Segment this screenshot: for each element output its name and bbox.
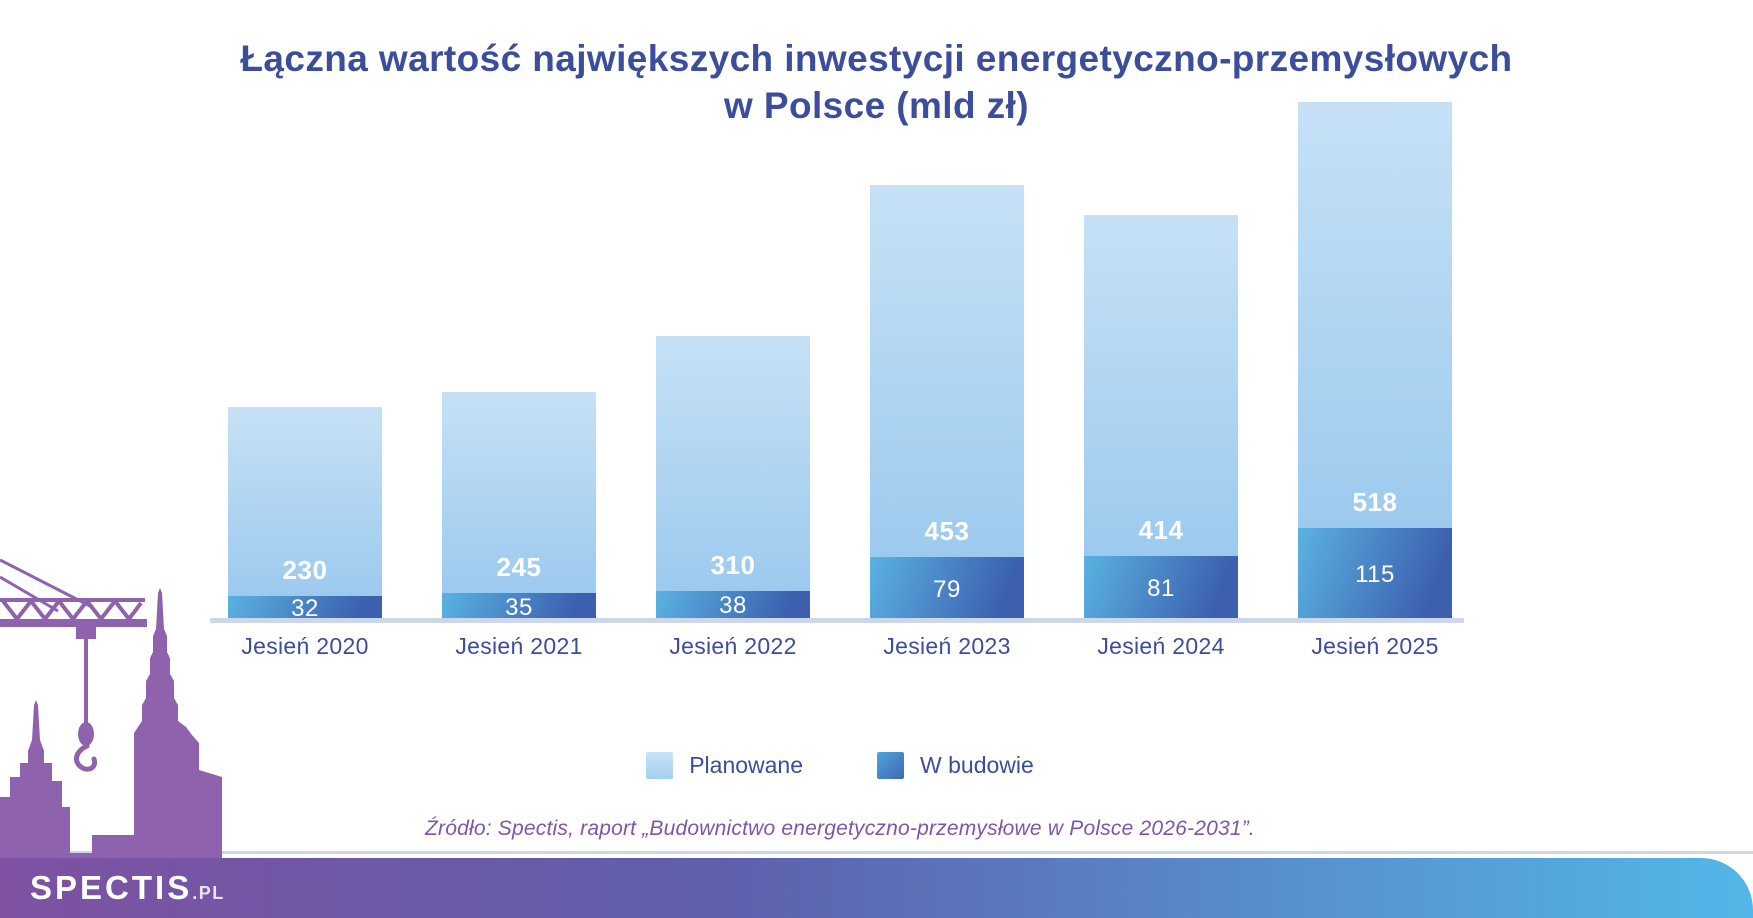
- bar-segment-w-budowie: 81: [1084, 555, 1238, 622]
- bar-value-planowane: 245: [496, 552, 542, 583]
- bar-group: 310 38: [656, 336, 810, 622]
- crane-jib-lattice-icon: [1, 597, 143, 623]
- chart-title-line2: w Polsce (mld zł): [724, 84, 1029, 126]
- bar-value-planowane: 518: [1352, 486, 1398, 517]
- chart-title: Łączna wartość największych inwestycji e…: [0, 36, 1753, 129]
- crane-jib-icon: [0, 619, 147, 627]
- legend-label-w-budowie: W budowie: [920, 752, 1034, 778]
- bar-value-w-budowie: 81: [1147, 574, 1175, 602]
- bar-segment-planowane: 230: [228, 406, 382, 596]
- bar-segment-planowane: 310: [656, 336, 810, 591]
- bar-value-planowane: 230: [282, 554, 328, 585]
- bar-segment-planowane: 245: [442, 391, 596, 594]
- footer-bar: SPECTIS .PL: [0, 858, 1753, 918]
- footer-divider-line: [0, 851, 1753, 854]
- bar-segment-planowane: 518: [1298, 102, 1452, 528]
- x-axis-label: Jesień 2022: [669, 633, 797, 659]
- x-axis-label: Jesień 2020: [241, 633, 369, 659]
- crane-hook-icon: [74, 743, 98, 772]
- legend-item-planowane: Planowane: [646, 752, 803, 779]
- legend-swatch-planowane: [646, 752, 674, 779]
- x-axis-label: Jesień 2023: [883, 633, 1011, 659]
- crane-jib-icon: [0, 598, 145, 602]
- x-axis-line: [210, 618, 1464, 623]
- spectis-logo-suffix: .PL: [192, 883, 225, 903]
- bar-group: 230 32: [228, 406, 382, 622]
- bar-value-w-budowie: 38: [719, 592, 747, 620]
- crane-trolley-icon: [76, 627, 96, 639]
- chart-title-line1: Łączna wartość największych inwestycji e…: [240, 38, 1513, 79]
- legend-swatch-w-budowie: [877, 752, 905, 779]
- bar-value-w-budowie: 35: [505, 593, 533, 621]
- bar-segment-w-budowie: 38: [656, 590, 810, 622]
- spectis-logo-text: SPECTIS: [30, 869, 193, 906]
- bar-value-planowane: 453: [924, 516, 970, 547]
- bar-chart-plot-area: 230 32 245 35 310 38 453 79 414 81 518 115: [228, 102, 1452, 622]
- chart-legend: Planowane W budowie: [228, 752, 1452, 779]
- bar-value-w-budowie: 79: [933, 575, 961, 603]
- crane-pulley-icon: [78, 722, 94, 746]
- source-note: Źródło: Spectis, raport „Budownictwo ene…: [425, 817, 1255, 840]
- x-axis-label: Jesień 2025: [1311, 633, 1439, 659]
- bar-segment-w-budowie: 115: [1298, 527, 1452, 622]
- bar-group: 518 115: [1298, 102, 1452, 622]
- bar-value-planowane: 414: [1138, 514, 1184, 545]
- legend-label-planowane: Planowane: [689, 752, 804, 778]
- bar-group: 453 79: [870, 185, 1024, 622]
- x-axis-label: Jesień 2024: [1097, 633, 1225, 659]
- spectis-logo: SPECTIS .PL: [30, 869, 225, 907]
- x-axis-labels-row: Jesień 2020 Jesień 2021 Jesień 2022 Jesień …: [228, 633, 1452, 660]
- crane-hoist-cable-icon: [84, 639, 88, 725]
- bar-group: 414 81: [1084, 215, 1238, 622]
- bar-segment-planowane: 453: [870, 185, 1024, 558]
- crane-cable-icon: [0, 575, 59, 613]
- bar-group: 245 35: [442, 391, 596, 622]
- building-silhouette: [134, 588, 199, 918]
- bar-segment-w-budowie: 79: [870, 557, 1024, 622]
- bar-value-w-budowie: 115: [1355, 560, 1395, 588]
- bar-value-w-budowie: 32: [291, 594, 319, 622]
- legend-item-w-budowie: W budowie: [877, 752, 1034, 779]
- bar-value-planowane: 310: [710, 549, 756, 580]
- bar-segment-w-budowie: 32: [228, 594, 382, 622]
- bar-segment-w-budowie: 35: [442, 593, 596, 622]
- bar-segment-planowane: 414: [1084, 215, 1238, 556]
- x-axis-label: Jesień 2021: [455, 633, 583, 659]
